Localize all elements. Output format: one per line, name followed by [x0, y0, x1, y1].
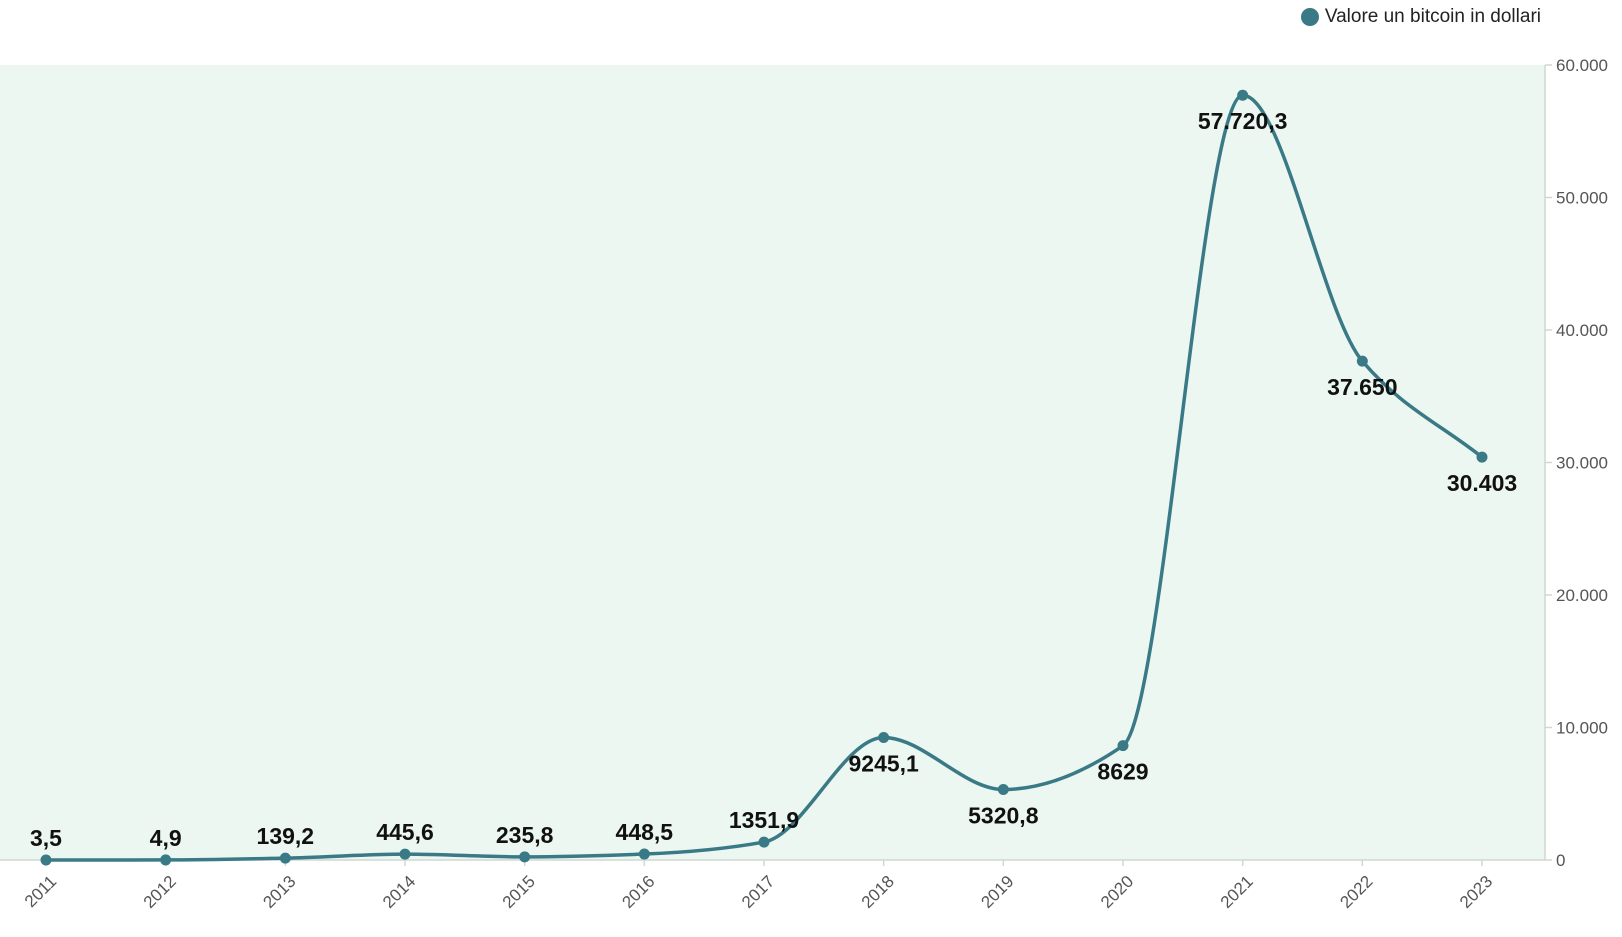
y-tick-label: 10.000 [1556, 719, 1608, 738]
data-label: 30.403 [1447, 470, 1517, 496]
x-tick-label: 2012 [140, 872, 180, 912]
data-label: 37.650 [1327, 374, 1397, 400]
x-tick-label: 2019 [977, 872, 1017, 912]
data-label: 57.720,3 [1198, 108, 1288, 134]
data-point [160, 854, 172, 866]
legend-label: Valore un bitcoin in dollari [1324, 6, 1541, 27]
x-tick-label: 2015 [499, 872, 539, 912]
data-point [878, 732, 890, 744]
data-label: 3,5 [30, 825, 62, 851]
plot-area [0, 65, 1545, 860]
data-point [399, 848, 411, 860]
y-tick-label: 0 [1556, 851, 1565, 870]
data-label: 5320,8 [968, 802, 1039, 828]
data-point [40, 854, 52, 866]
data-label: 1351,9 [729, 807, 799, 833]
data-label: 4,9 [150, 825, 182, 851]
data-point [1476, 451, 1488, 463]
legend-marker-icon [1300, 8, 1319, 26]
data-point [638, 848, 650, 860]
x-tick-label: 2018 [858, 872, 898, 912]
data-point [758, 836, 770, 848]
data-label: 445,6 [376, 819, 434, 845]
x-tick-label: 2016 [618, 872, 658, 912]
data-point [279, 852, 291, 864]
data-point [519, 851, 531, 863]
y-tick-label: 40.000 [1556, 321, 1608, 340]
x-tick-label: 2017 [738, 872, 778, 912]
x-tick-label: 2013 [259, 872, 299, 912]
legend: Valore un bitcoin in dollari [1300, 6, 1541, 28]
x-tick-label: 2022 [1336, 872, 1376, 912]
data-label: 235,8 [496, 822, 554, 848]
data-label: 139,2 [257, 823, 315, 849]
x-tick-label: 2023 [1456, 872, 1496, 912]
data-point [1117, 740, 1129, 752]
x-tick-label: 2011 [21, 872, 60, 911]
data-label: 9245,1 [848, 751, 919, 777]
data-point [1356, 355, 1368, 367]
y-tick-label: 20.000 [1556, 586, 1608, 605]
y-tick-label: 60.000 [1556, 56, 1608, 75]
data-label: 8629 [1097, 759, 1148, 785]
x-tick-label: 2021 [1217, 872, 1257, 912]
x-tick-label: 2014 [379, 872, 419, 912]
data-point [997, 783, 1009, 795]
y-tick-label: 50.000 [1556, 189, 1608, 208]
data-point [1237, 89, 1249, 101]
y-tick-label: 30.000 [1556, 454, 1608, 473]
x-tick-label: 2020 [1097, 872, 1137, 912]
data-label: 448,5 [616, 819, 674, 845]
